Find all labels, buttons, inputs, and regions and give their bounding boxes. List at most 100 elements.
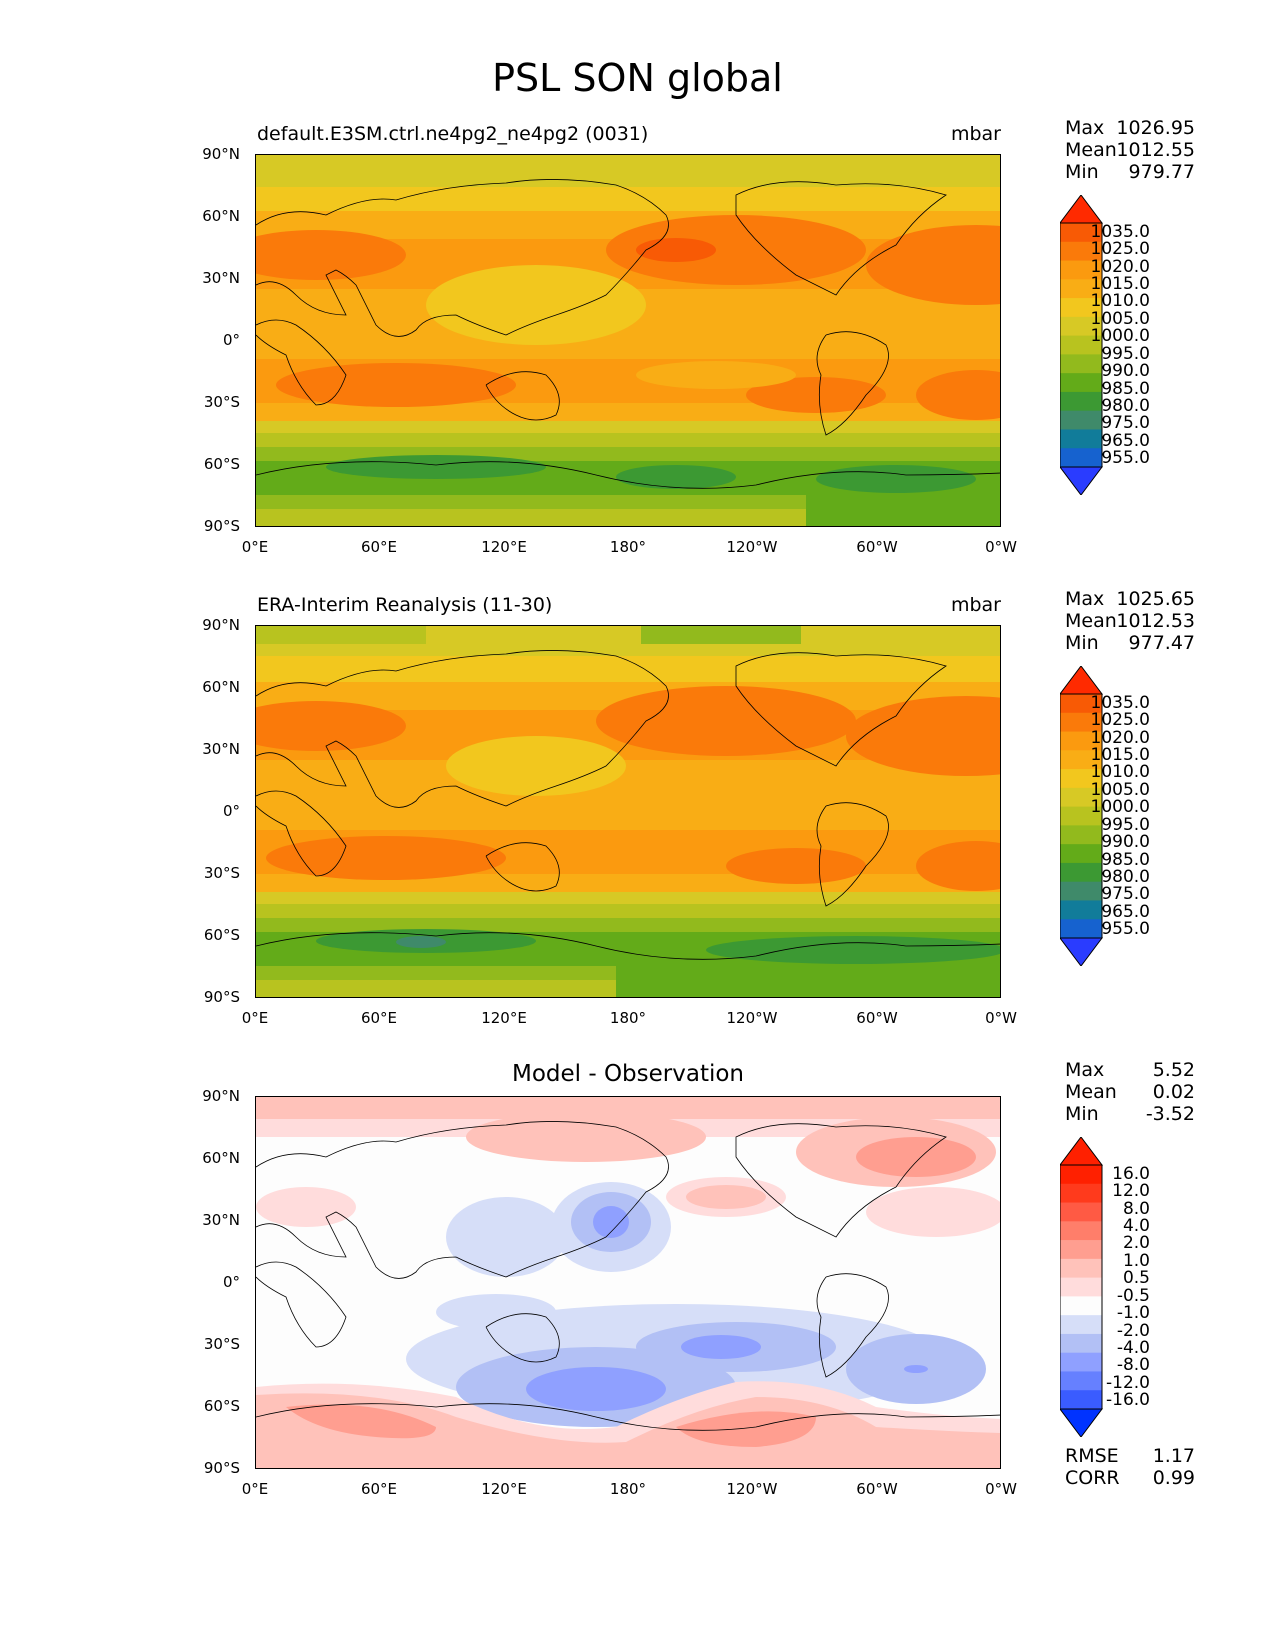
colorbar-segment	[1060, 391, 1102, 412]
panel2-units: mbar	[950, 594, 1001, 616]
panel1-title: default.E3SM.ctrl.ne4pg2_ne4pg2 (0031)	[257, 123, 649, 145]
colorbar-label: 955.0	[1101, 919, 1150, 940]
colorbar-extend-max	[1060, 195, 1103, 224]
stat-max: Max 1025.65	[1065, 588, 1195, 610]
panel2-ytick: 60°S	[203, 926, 240, 944]
colorbar-extend-min	[1060, 937, 1103, 966]
colorbar-segment	[1060, 429, 1102, 449]
panel2-xtick: 120°W	[726, 1009, 778, 1027]
stat-label: Max	[1065, 588, 1105, 610]
stat-label: Min	[1065, 1103, 1099, 1125]
metric-value: 0.99	[1152, 1467, 1195, 1489]
panel1-map	[255, 154, 1001, 527]
colorbar-extend-min	[1060, 466, 1103, 495]
colorbar-segment	[1060, 1371, 1102, 1391]
colorbar-label: 975.0	[1101, 413, 1150, 434]
stat-max: Max 1026.95	[1065, 117, 1195, 139]
panel3-metrics: RMSE 1.17 CORR 0.99	[1065, 1445, 1195, 1489]
colorbar-segment	[1060, 844, 1102, 864]
colorbar-label: 980.0	[1101, 396, 1150, 416]
panel1-ytick: 30°N	[202, 269, 240, 287]
metric-rmse: RMSE 1.17	[1065, 1445, 1195, 1467]
panel1-xtick: 0°W	[985, 538, 1017, 556]
colorbar-label: 1000.0	[1090, 797, 1150, 818]
colorbar-segment	[1060, 335, 1102, 355]
panel3-xtick: 60°W	[856, 1480, 898, 1498]
colorbar-label: -16.0	[1106, 1390, 1150, 1411]
stat-label: Mean	[1065, 139, 1117, 161]
panel1-ytick: 60°S	[203, 455, 240, 473]
colorbar-label: 1000.0	[1090, 326, 1150, 347]
panel2-xtick: 60°E	[360, 1009, 398, 1027]
colorbar-segment	[1060, 279, 1102, 299]
panel2-xtick: 180°	[609, 1009, 647, 1027]
colorbar-label: 1015.0	[1090, 745, 1150, 765]
colorbar-label: 1035.0	[1090, 692, 1150, 713]
colorbar-segment	[1060, 373, 1102, 393]
panel1-stats: Max 1026.95 Mean 1012.55 Min 979.77	[1065, 117, 1195, 183]
panel3-xtick: 120°E	[481, 1480, 527, 1498]
panel3-xtick: 120°W	[726, 1480, 778, 1498]
panel1-xtick: 180°	[609, 538, 647, 556]
colorbar-frame	[1060, 1164, 1103, 1410]
colorbar-label: 1020.0	[1090, 256, 1150, 277]
panel1-ytick: 90°N	[202, 145, 240, 163]
stat-value: 979.77	[1128, 161, 1195, 183]
colorbar-segment	[1060, 731, 1102, 751]
stat-label: Max	[1065, 1059, 1105, 1081]
colorbar-label: 1010.0	[1090, 291, 1150, 312]
colorbar-label: -1.0	[1116, 1303, 1150, 1324]
panel2-ytick: 90°S	[203, 988, 240, 1006]
metric-corr: CORR 0.99	[1065, 1467, 1195, 1489]
colorbar-segment	[1060, 862, 1102, 883]
panel3-ytick: 60°N	[202, 1149, 240, 1167]
panel1-xtick: 0°E	[241, 538, 269, 556]
panel3-xtick: 60°E	[360, 1480, 398, 1498]
colorbar-frame	[1060, 222, 1103, 468]
colorbar-segment	[1060, 1390, 1102, 1410]
colorbar-label: 1025.0	[1090, 710, 1150, 731]
colorbar-segment	[1060, 750, 1102, 770]
stat-mean: Mean 1012.55	[1065, 139, 1195, 161]
colorbar-label: 990.0	[1101, 361, 1150, 382]
panel2-ytick: 90°N	[202, 616, 240, 634]
panel3-ytick: 60°S	[203, 1397, 240, 1415]
colorbar-label: 1015.0	[1090, 274, 1150, 294]
colorbar-segment	[1060, 712, 1102, 733]
colorbar-label: 1020.0	[1090, 727, 1150, 748]
colorbar-segment	[1060, 694, 1102, 714]
colorbar-label: 1005.0	[1090, 779, 1150, 800]
colorbar-label: -8.0	[1116, 1355, 1150, 1376]
colorbar-segment	[1060, 410, 1102, 430]
panel1-colorbar	[1060, 195, 1103, 495]
colorbar-segment	[1060, 1352, 1102, 1372]
panel1-ytick: 60°N	[202, 207, 240, 225]
panel1-ytick: 30°S	[203, 393, 240, 411]
colorbar-segment	[1060, 825, 1102, 845]
colorbar-segment	[1060, 1333, 1102, 1354]
panel2-ytick: 30°N	[202, 740, 240, 758]
colorbar-segment	[1060, 241, 1102, 262]
colorbar-label: -4.0	[1116, 1338, 1150, 1358]
colorbar-segment	[1060, 769, 1102, 789]
stat-mean: Mean 1012.53	[1065, 610, 1195, 632]
colorbar-label: 0.5	[1122, 1268, 1150, 1289]
colorbar-label: 1035.0	[1090, 221, 1150, 242]
panel1-ytick: 90°S	[203, 517, 240, 535]
panel2-ytick: 60°N	[202, 678, 240, 696]
stat-value: 1025.65	[1116, 588, 1195, 610]
stat-value: 5.52	[1152, 1059, 1195, 1081]
panel1-units: mbar	[950, 123, 1001, 145]
panel2-ytick: 0°	[222, 802, 240, 820]
colorbar-segment	[1060, 316, 1102, 337]
colorbar-segment	[1060, 881, 1102, 901]
panel2-colorbar	[1060, 666, 1103, 966]
colorbar-segment	[1060, 806, 1102, 826]
metric-label: CORR	[1065, 1467, 1120, 1489]
colorbar-label: 12.0	[1112, 1181, 1150, 1202]
figure-title: PSL SON global	[492, 56, 783, 100]
panel2-ytick: 30°S	[203, 864, 240, 882]
colorbar-frame	[1060, 693, 1103, 939]
colorbar-segment	[1060, 1240, 1102, 1260]
panel3-xtick: 0°E	[241, 1480, 269, 1498]
